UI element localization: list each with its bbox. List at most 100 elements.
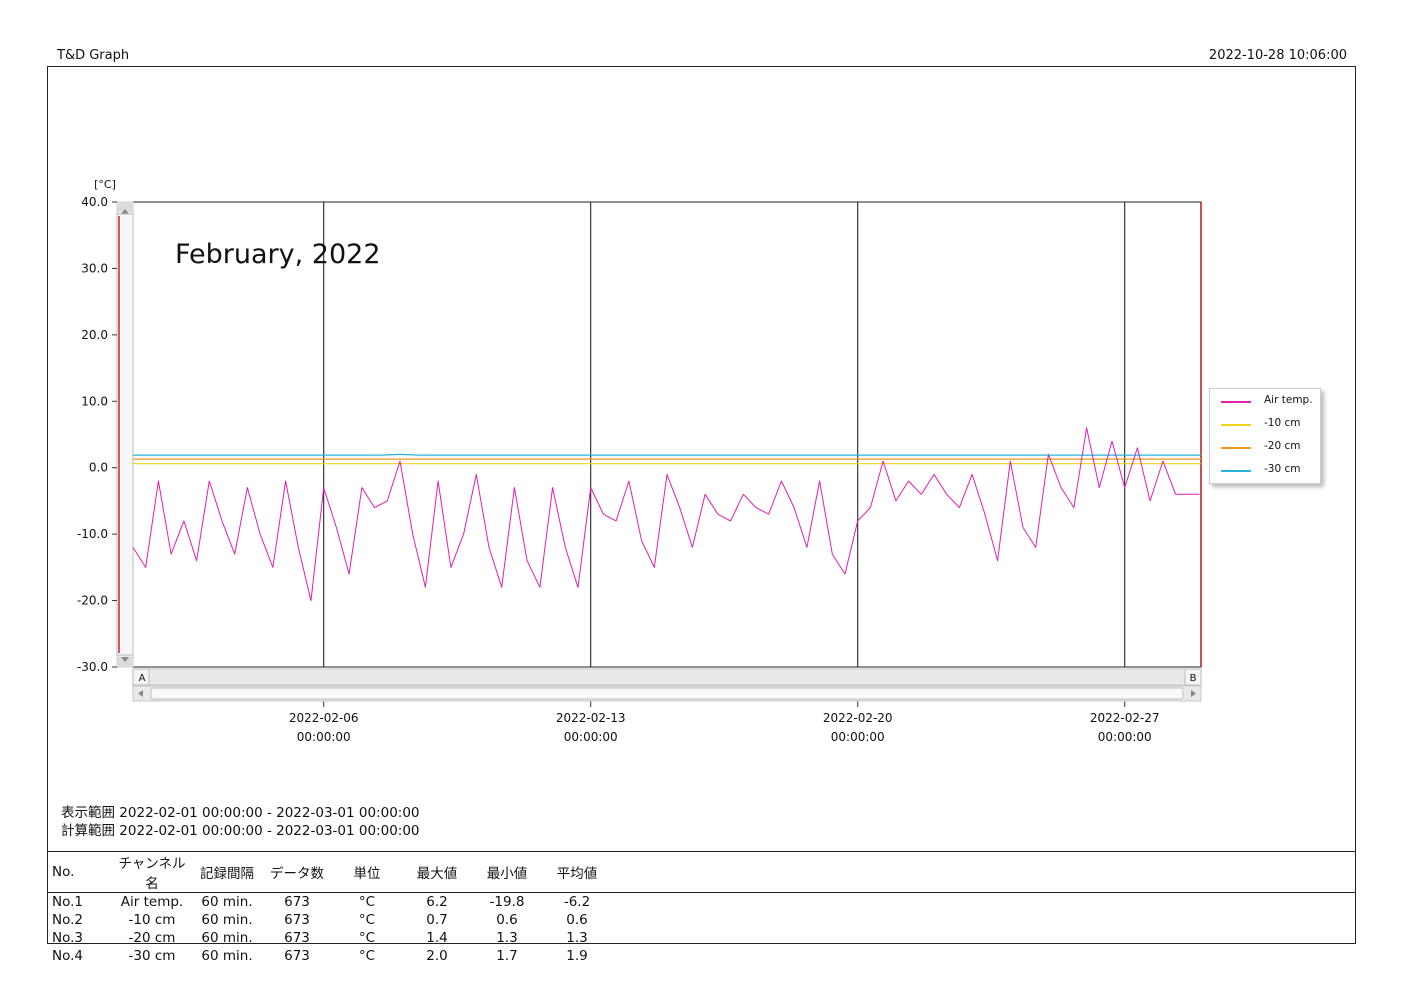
cell-no: No.2 <box>52 912 84 928</box>
display-range-label: 表示範囲 <box>61 805 115 821</box>
cell-max: 2.0 <box>426 948 448 964</box>
legend-label: Air temp. <box>1264 394 1313 406</box>
y-tick-label: -10.0 <box>77 527 108 541</box>
cell-no: No.3 <box>52 930 84 946</box>
header-printed-at: 2022-10-28 10:06:00 <box>1208 48 1347 63</box>
y-tick-label: -30.0 <box>77 660 108 674</box>
header-channel-name: チャンネル名 <box>112 851 192 893</box>
x-tick-label-time: 00:00:00 <box>564 730 618 744</box>
table-row: No.1 Air temp. 60 min. 673 °C 6.2 -19.8 … <box>48 893 1355 912</box>
cell-count: 673 <box>284 948 310 964</box>
horizontal-scroll-thumb[interactable] <box>150 687 1184 700</box>
calc-range: 計算範囲 2022-02-01 00:00:00 - 2022-03-01 00… <box>61 819 420 839</box>
legend-swatch <box>1221 424 1251 426</box>
y-axis-label: [°C] <box>94 178 116 191</box>
cell-spacer <box>612 893 1355 912</box>
cell-interval: 60 min. <box>201 948 253 964</box>
series-line-30-cm <box>133 453 1201 456</box>
cell-unit: °C <box>358 948 376 964</box>
calc-range-label: 計算範囲 <box>61 823 115 839</box>
x-tick-label-time: 00:00:00 <box>297 730 351 744</box>
cell-spacer <box>612 929 1355 947</box>
cell-interval: 60 min. <box>201 894 253 910</box>
cell-count: 673 <box>284 894 310 910</box>
cell-unit: °C <box>358 930 376 946</box>
legend-item-minus-30cm: -30 cm <box>1210 460 1320 480</box>
legend-label: -20 cm <box>1264 440 1301 452</box>
cell-unit: °C <box>358 894 376 910</box>
display-range: 表示範囲 2022-02-01 00:00:00 - 2022-03-01 00… <box>61 801 420 821</box>
x-tick-label-time: 00:00:00 <box>1098 730 1152 744</box>
header-min: 最小値 <box>472 851 542 893</box>
x-tick-label-date: 2022-02-27 <box>1090 711 1160 725</box>
y-tick-label: 10.0 <box>81 394 108 408</box>
range-slider[interactable] <box>132 668 1202 686</box>
header-max: 最大値 <box>402 851 472 893</box>
header-app-title: T&D Graph <box>57 48 130 63</box>
legend-swatch <box>1221 401 1251 403</box>
stats-header-row: No. チャンネル名 記録間隔 データ数 単位 最大値 最小値 平均値 <box>48 851 1355 893</box>
vertical-scroll-thumb[interactable] <box>116 213 134 656</box>
y-tick-label: 20.0 <box>81 328 108 342</box>
header-count: データ数 <box>262 851 332 893</box>
cell-count: 673 <box>284 930 310 946</box>
report-frame <box>47 66 1356 944</box>
table-row: No.3 -20 cm 60 min. 673 °C 1.4 1.3 1.3 <box>48 929 1355 947</box>
cell-avg: 0.6 <box>566 912 588 928</box>
display-range-value: 2022-02-01 00:00:00 - 2022-03-01 00:00:0… <box>119 805 420 821</box>
range-handle-a-label: A <box>139 673 146 684</box>
series-line-air-temp <box>132 427 1200 602</box>
header-interval: 記録間隔 <box>192 851 262 893</box>
legend-item-minus-10cm: -10 cm <box>1210 414 1320 434</box>
cell-min: 1.7 <box>496 948 518 964</box>
legend-label: -10 cm <box>1264 417 1301 429</box>
table-row: No.2 -10 cm 60 min. 673 °C 0.7 0.6 0.6 <box>48 911 1355 929</box>
cell-no: No.1 <box>52 894 84 910</box>
cell-max: 6.2 <box>426 894 448 910</box>
y-tick-label: -20.0 <box>77 594 108 608</box>
cell-max: 1.4 <box>426 930 448 946</box>
y-tick-label: 40.0 <box>81 195 108 209</box>
cell-avg: -6.2 <box>563 894 591 910</box>
legend-item-minus-20cm: -20 cm <box>1210 437 1320 457</box>
plot-area <box>132 201 1202 668</box>
header-unit: 単位 <box>332 851 402 893</box>
cell-min: -19.8 <box>489 894 525 910</box>
legend-item-air-temp: Air temp. <box>1210 391 1320 411</box>
scroll-down-arrow-icon <box>121 657 129 662</box>
header-spacer <box>612 851 1355 893</box>
x-tick-label-time: 00:00:00 <box>831 730 885 744</box>
x-tick-label-date: 2022-02-06 <box>289 711 359 725</box>
cell-max: 0.7 <box>426 912 448 928</box>
cell-min: 0.6 <box>496 912 518 928</box>
range-handle-a[interactable] <box>132 668 150 686</box>
legend-swatch <box>1221 470 1251 472</box>
x-tick-label-date: 2022-02-13 <box>556 711 626 725</box>
cell-spacer <box>612 947 1355 965</box>
channel-stats-table: No. チャンネル名 記録間隔 データ数 単位 最大値 最小値 平均値 No.1… <box>48 851 1355 965</box>
cell-channel-name: -20 cm <box>128 930 176 946</box>
cell-no: No.4 <box>52 948 84 964</box>
cell-channel-name: Air temp. <box>120 894 184 910</box>
legend-swatch <box>1221 447 1251 449</box>
range-handle-b[interactable] <box>1184 668 1202 686</box>
chart-title: February, 2022 <box>175 239 381 270</box>
cell-channel-name: -10 cm <box>128 912 176 928</box>
cell-interval: 60 min. <box>201 930 253 946</box>
calc-range-value: 2022-02-01 00:00:00 - 2022-03-01 00:00:0… <box>119 823 420 839</box>
range-handle-b-label: B <box>1190 673 1197 684</box>
scroll-up-button[interactable] <box>117 202 133 212</box>
legend-label: -30 cm <box>1264 463 1301 475</box>
legend: Air temp. -10 cm -20 cm -30 cm <box>1209 388 1321 484</box>
cell-min: 1.3 <box>496 930 518 946</box>
scroll-right-arrow-icon[interactable] <box>1191 690 1196 697</box>
table-row: No.4 -30 cm 60 min. 673 °C 2.0 1.7 1.9 <box>48 947 1355 965</box>
cell-count: 673 <box>284 912 310 928</box>
y-tick-label: 0.0 <box>89 461 108 475</box>
header-no: No. <box>48 851 112 893</box>
y-tick-label: 30.0 <box>81 261 108 275</box>
cell-interval: 60 min. <box>201 912 253 928</box>
scroll-left-arrow-icon[interactable] <box>138 690 143 697</box>
header-avg: 平均値 <box>542 851 612 893</box>
